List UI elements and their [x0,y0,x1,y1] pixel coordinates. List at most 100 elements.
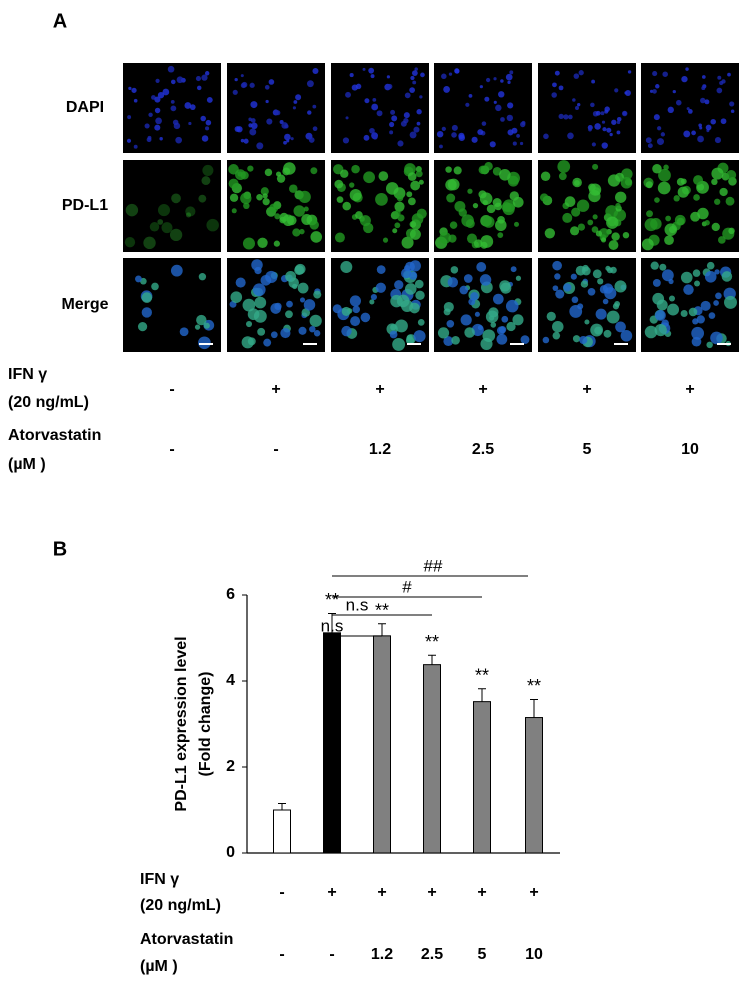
cell [604,106,610,112]
cell [447,277,458,288]
cell [415,170,423,178]
cell [349,182,355,188]
error-bar [278,803,286,810]
cell [714,137,721,144]
condition-unit: (20 ng/mL) [140,897,221,914]
cell [250,118,256,123]
micrograph [538,63,636,153]
cell [622,231,630,239]
cell [410,75,415,81]
comparison-label: ## [424,556,443,575]
cell [450,266,459,274]
cell [250,101,258,109]
cell [355,211,363,219]
cell [147,135,152,140]
cell [558,113,564,120]
cell [133,144,138,149]
cell [654,323,667,337]
cell [674,214,686,226]
cell [251,122,258,130]
cell [389,330,398,339]
cell [482,216,495,228]
cell [519,141,524,146]
cell [274,213,281,220]
cell [614,88,619,93]
cell [416,109,422,115]
cell [501,315,509,323]
cell [479,274,492,286]
cell [240,138,245,143]
cell [243,138,249,144]
cell [693,175,704,186]
cell [201,135,209,142]
cell [496,333,508,345]
cell [454,68,460,74]
cell [269,203,279,213]
cell [656,138,664,146]
cell [571,207,581,217]
y-tick-label: 4 [226,672,235,689]
y-tick-label: 6 [226,586,235,603]
cell [382,237,389,243]
cell [159,137,163,141]
cell [604,287,617,300]
cell [257,327,266,336]
cell [309,220,319,230]
cell [201,74,208,81]
cell [667,303,680,316]
cell [704,99,710,105]
cell [611,232,620,241]
cell [293,205,305,217]
cell [170,99,175,104]
cell [355,83,362,90]
cell [240,192,252,205]
cell [592,214,598,220]
cell [602,298,609,305]
cell [280,327,291,339]
cell [680,309,688,318]
cell [334,232,345,243]
cell [552,82,557,88]
cell [345,116,349,120]
cell [645,137,652,144]
bar [423,664,441,854]
cell [195,76,201,82]
cell [624,90,631,96]
cell [234,77,238,82]
cell [334,179,344,189]
cell [594,123,601,130]
cell [240,82,247,89]
cell [162,88,170,96]
cell [577,102,581,107]
cell [154,124,161,131]
cell [394,209,401,217]
cell [204,71,210,76]
cell [445,166,452,173]
condition-value: + [271,381,280,398]
cell [155,78,160,83]
cell [603,329,612,338]
cell [500,79,504,83]
cell [151,282,159,291]
cell [575,265,586,276]
cell [576,199,590,212]
cell [364,98,370,104]
cell [403,112,410,119]
cell [279,212,289,222]
condition-value: - [169,441,174,458]
cell [498,91,505,98]
cell [597,278,604,285]
cell [443,308,451,316]
cell [236,126,243,133]
cell [691,130,696,136]
cell [341,306,351,316]
cell [580,280,589,288]
cell [614,300,621,307]
cell [298,190,311,204]
cell [336,196,344,203]
cell [578,70,584,76]
cell [539,193,549,202]
cell [706,261,715,270]
cell [587,219,594,226]
